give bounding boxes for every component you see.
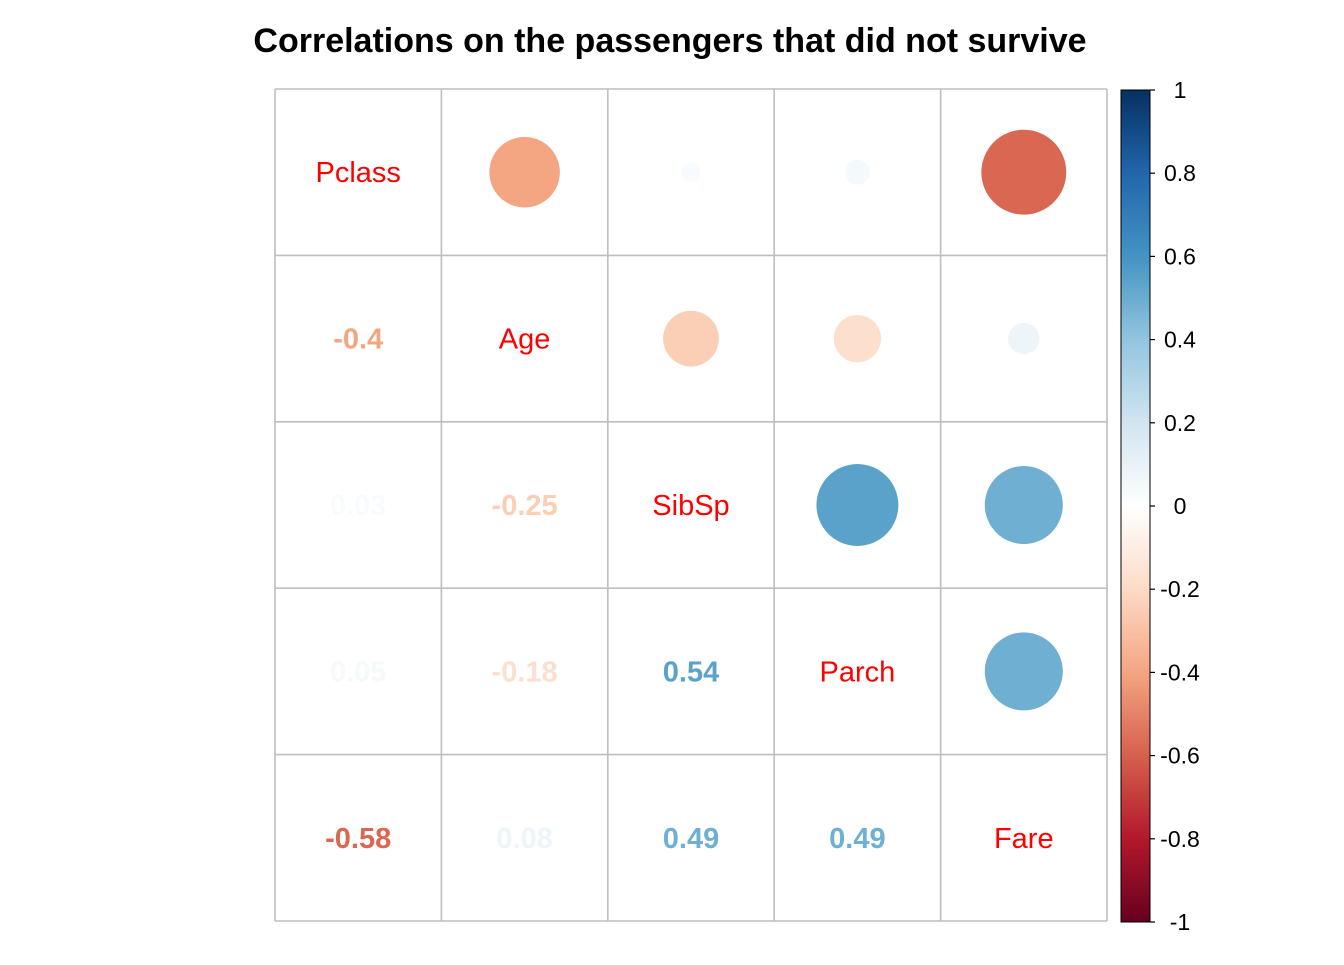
colorbar: 1 0.8 0.6 0.4 0.2 0 -0.2 -0.4 -0.6 -0.8 -1: [1120, 77, 1200, 935]
corr-circle-sibsp-fare: [984, 465, 1063, 545]
chart-title: Correlations on the passengers that did …: [253, 22, 1086, 60]
corr-value-sibsp-pclass: 0.03: [330, 490, 386, 522]
colorbar-tick-label: 0.6: [1164, 243, 1196, 269]
cells-layer: Pclass -0.4 Age 0.03 -0.25 SibSp 0.05 -0.18 0.54…: [315, 129, 1067, 855]
corr-circle-age-fare: [1008, 322, 1040, 355]
colorbar-tick-label: 0.2: [1164, 410, 1196, 436]
corr-value-parch-pclass: 0.05: [330, 656, 386, 688]
colorbar-scale: [1120, 89, 1151, 923]
corr-circle-age-parch: [833, 314, 882, 363]
colorbar-tick-label: 0.4: [1164, 327, 1196, 353]
corr-value-fare-sibsp: 0.49: [663, 823, 719, 855]
corr-value-fare-pclass: -0.58: [325, 823, 391, 855]
corr-circle-parch-fare: [984, 632, 1063, 711]
corr-circle-pclass-fare: [981, 129, 1067, 215]
corr-value-parch-sibsp: 0.54: [663, 656, 719, 688]
corr-value-fare-parch: 0.49: [829, 823, 885, 855]
diagonal-label-fare: Fare: [994, 823, 1054, 855]
corr-circle-age-sibsp: [663, 310, 719, 367]
colorbar-tick-label: 0.8: [1164, 160, 1196, 186]
colorbar-tick-label: -0.8: [1160, 826, 1200, 852]
diagonal-label-pclass: Pclass: [315, 157, 400, 189]
colorbar-tick-label: -0.2: [1160, 576, 1200, 602]
colorbar-tick-label: -0.6: [1160, 743, 1200, 769]
corr-value-fare-age: 0.08: [496, 823, 552, 855]
corr-circle-pclass-parch: [844, 159, 870, 185]
diagonal-label-age: Age: [499, 324, 551, 356]
diagonal-label-sibsp: SibSp: [652, 490, 729, 522]
colorbar-tick-label: -1: [1170, 909, 1190, 935]
colorbar-tick-label: 1: [1174, 77, 1187, 103]
corr-circle-pclass-sibsp: [681, 162, 701, 182]
corr-value-sibsp-age: -0.25: [492, 490, 558, 522]
diagonal-label-parch: Parch: [820, 656, 896, 688]
corr-value-age-pclass: -0.4: [333, 324, 383, 356]
colorbar-tick-label: 0: [1174, 493, 1187, 519]
grid-layer: [274, 88, 1108, 922]
corr-circle-sibsp-parch: [816, 464, 899, 546]
corr-circle-pclass-age: [489, 136, 560, 208]
colorbar-tick-label: -0.4: [1160, 659, 1200, 685]
corr-value-parch-age: -0.18: [492, 656, 558, 688]
